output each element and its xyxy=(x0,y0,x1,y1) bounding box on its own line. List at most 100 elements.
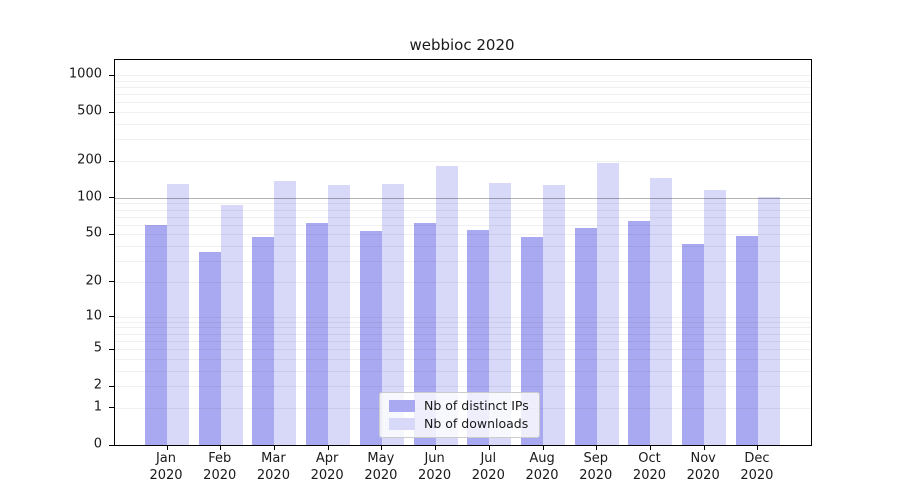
bar-downloads-sep xyxy=(596,162,619,445)
x-tick-jan xyxy=(166,445,168,450)
bar-distinct-ips-mar xyxy=(252,236,275,445)
bar-distinct-ips-oct xyxy=(628,221,651,445)
y-tick-label-1000: 1000 xyxy=(68,66,102,82)
x-tick-label-feb: Feb 2020 xyxy=(203,451,237,483)
bar-distinct-ips-nov xyxy=(682,243,705,445)
gridline-minor-500 xyxy=(115,112,811,114)
bar-distinct-ips-jun xyxy=(413,223,436,445)
x-tick-apr xyxy=(327,445,329,450)
y-tick-100 xyxy=(109,197,115,199)
y-tick-5 xyxy=(109,348,115,350)
y-tick-20 xyxy=(109,281,115,283)
y-tick-0 xyxy=(109,444,115,446)
y-tick-label-20: 20 xyxy=(85,273,102,289)
y-tick-label-0: 0 xyxy=(93,436,102,452)
bar-downloads-may xyxy=(381,183,404,445)
x-tick-label-apr: Apr 2020 xyxy=(310,451,344,483)
x-tick-nov xyxy=(703,445,705,450)
gridline-minor-6 xyxy=(115,340,811,342)
gridline-minor-10 xyxy=(115,316,811,318)
x-tick-label-jul: Jul 2020 xyxy=(471,451,505,483)
y-tick-200 xyxy=(109,160,115,162)
x-tick-label-sep: Sep 2020 xyxy=(579,451,613,483)
x-tick-label-aug: Aug 2020 xyxy=(525,451,559,483)
bar-downloads-apr xyxy=(328,184,351,445)
gridline-minor-70 xyxy=(115,216,811,218)
gridline-minor-2 xyxy=(115,386,811,388)
legend-entry-downloads: Nb of downloads xyxy=(389,416,529,431)
bar-downloads-feb xyxy=(220,204,243,445)
x-tick-jul xyxy=(488,445,490,450)
gridline-minor-90 xyxy=(115,203,811,205)
bar-downloads-jan xyxy=(167,183,189,445)
x-tick-label-jun: Jun 2020 xyxy=(418,451,452,483)
gridline-minor-700 xyxy=(115,94,811,96)
bar-distinct-ips-sep xyxy=(574,227,597,445)
x-tick-label-jan: Jan 2020 xyxy=(149,451,183,483)
y-tick-500 xyxy=(109,111,115,113)
bar-downloads-aug xyxy=(543,184,566,445)
bar-downloads-jul xyxy=(489,182,512,445)
gridline-minor-4 xyxy=(115,358,811,360)
x-tick-jun xyxy=(435,445,437,450)
x-tick-label-dec: Dec 2020 xyxy=(740,451,774,483)
gridline-minor-9 xyxy=(115,321,811,323)
x-tick-label-mar: Mar 2020 xyxy=(256,451,290,483)
gridline-minor-40 xyxy=(115,246,811,248)
gridline-minor-5 xyxy=(115,349,811,351)
x-tick-aug xyxy=(542,445,544,450)
legend-entry-distinct-ips: Nb of distinct IPs xyxy=(389,398,529,413)
legend-label-distinct-ips: Nb of distinct IPs xyxy=(424,398,529,413)
bar-downloads-oct xyxy=(650,178,673,445)
y-tick-2 xyxy=(109,385,115,387)
y-tick-1000 xyxy=(109,74,115,76)
bar-distinct-ips-feb xyxy=(198,251,221,445)
y-tick-label-50: 50 xyxy=(85,225,102,241)
legend-label-downloads: Nb of downloads xyxy=(424,416,529,431)
gridline-minor-7 xyxy=(115,333,811,335)
bar-downloads-dec xyxy=(757,197,780,445)
gridline-minor-1000 xyxy=(115,75,811,77)
y-tick-label-5: 5 xyxy=(93,340,102,356)
gridline-minor-300 xyxy=(115,139,811,141)
x-tick-dec xyxy=(757,445,759,450)
bar-downloads-jun xyxy=(435,165,458,445)
bar-distinct-ips-dec xyxy=(735,235,758,445)
x-tick-label-oct: Oct 2020 xyxy=(632,451,667,483)
plot-area xyxy=(109,59,812,450)
bar-distinct-ips-apr xyxy=(306,223,329,445)
gridline-minor-900 xyxy=(115,80,811,82)
y-tick-label-500: 500 xyxy=(77,103,102,119)
bar-distinct-ips-jul xyxy=(467,230,490,445)
x-tick-oct xyxy=(649,445,651,450)
y-tick-label-1: 1 xyxy=(93,399,102,415)
gridline-minor-400 xyxy=(115,124,811,126)
y-tick-50 xyxy=(109,233,115,235)
bar-distinct-ips-jan xyxy=(145,224,167,445)
gridline-minor-60 xyxy=(115,224,811,226)
bar-downloads-mar xyxy=(274,180,297,445)
legend: Nb of distinct IPs Nb of downloads xyxy=(379,392,540,438)
gridline-minor-100 xyxy=(115,197,811,199)
gridline-minor-20 xyxy=(115,281,811,283)
gridline-minor-50 xyxy=(115,234,811,236)
bar-distinct-ips-may xyxy=(359,231,382,445)
y-tick-10 xyxy=(109,316,115,318)
x-tick-label-nov: Nov 2020 xyxy=(686,451,720,483)
y-tick-label-2: 2 xyxy=(93,377,102,393)
gridline-minor-600 xyxy=(115,102,811,104)
x-tick-sep xyxy=(596,445,598,450)
legend-swatch-downloads xyxy=(389,417,415,430)
y-tick-label-10: 10 xyxy=(85,308,102,324)
y-tick-label-200: 200 xyxy=(77,152,102,168)
gridline-minor-80 xyxy=(115,209,811,211)
gridline-minor-200 xyxy=(115,161,811,163)
gridline-minor-8 xyxy=(115,327,811,329)
x-tick-feb xyxy=(220,445,222,450)
y-tick-label-100: 100 xyxy=(77,189,102,205)
chart-title: webbioc 2020 xyxy=(409,36,515,54)
x-tick-may xyxy=(381,445,383,450)
bar-downloads-nov xyxy=(704,190,727,445)
x-tick-label-may: May 2020 xyxy=(364,451,398,483)
